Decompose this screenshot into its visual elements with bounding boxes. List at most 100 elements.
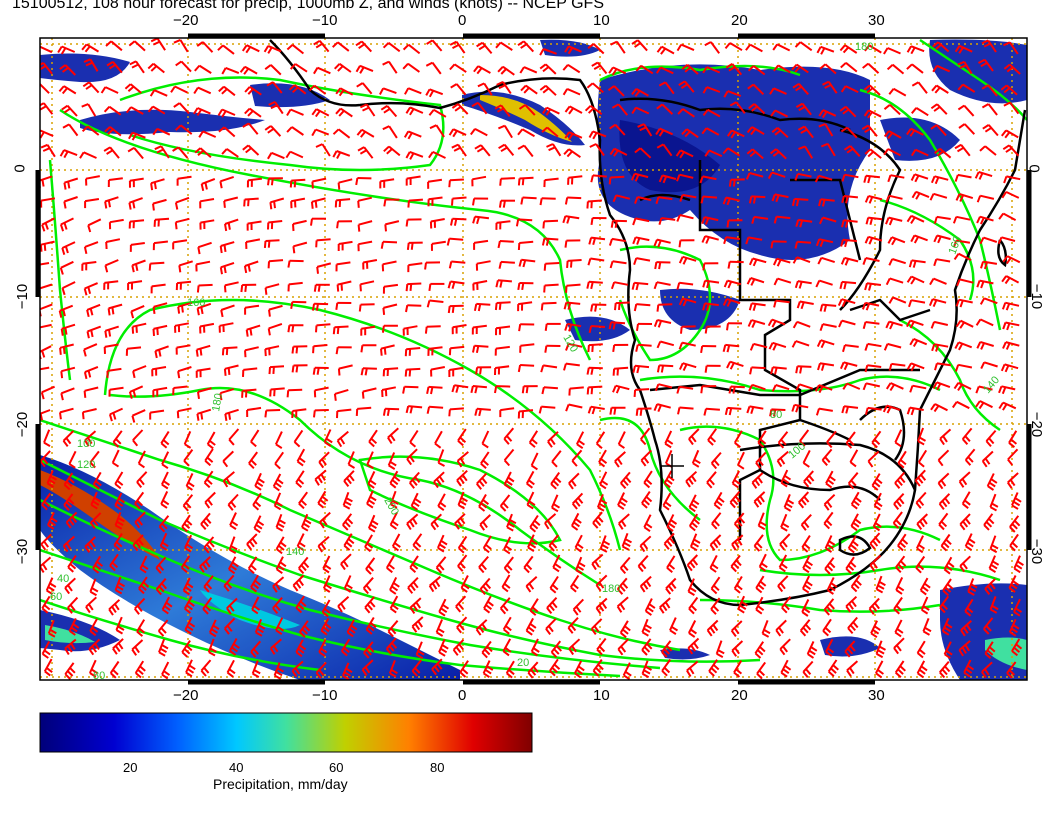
wind-barb-flag <box>990 478 998 484</box>
wind-barb-flag <box>494 385 498 394</box>
wind-barb-shaft <box>450 345 465 350</box>
wind-barb-flag <box>409 566 417 573</box>
wind-barb-shaft <box>387 452 396 466</box>
wind-barb-shaft <box>202 597 213 610</box>
wind-barb-shaft <box>871 430 882 444</box>
wind-barb-flag <box>961 646 967 654</box>
wind-barb-flag <box>1003 101 1011 107</box>
wind-barb-flag <box>455 385 460 393</box>
wind-barb-flag <box>873 525 881 532</box>
wind-barb-flag <box>598 502 606 509</box>
wind-barb-shaft <box>706 86 721 93</box>
wind-barb-flag <box>276 478 284 485</box>
wind-barb-shaft <box>499 240 514 243</box>
wind-barb-flag <box>847 482 855 490</box>
wind-barb-shaft <box>1004 363 1019 370</box>
wind-barb-shaft <box>521 258 536 263</box>
wind-barb-flag <box>116 501 124 507</box>
wind-barb-flag <box>116 520 124 526</box>
wind-barb-flag <box>277 522 285 528</box>
wind-barb-shaft <box>185 472 194 487</box>
wind-barb-flag <box>733 562 740 570</box>
wind-barb-shaft <box>387 42 401 53</box>
wind-barb-shaft <box>726 298 741 305</box>
wind-barb-shaft <box>757 430 767 444</box>
wind-barb-flag <box>722 197 728 205</box>
wind-barb-shaft <box>480 144 491 157</box>
wind-barb-flag <box>128 132 134 140</box>
wind-barb-flag <box>313 410 316 418</box>
wind-barb-flag <box>840 126 848 133</box>
lon-tick-bottom: −10 <box>312 687 338 704</box>
wind-barb-flag <box>40 143 48 149</box>
wind-barb-flag <box>771 194 776 202</box>
wind-barb-shaft <box>957 173 972 179</box>
wind-barb-shaft <box>937 449 950 461</box>
wind-barb-flag <box>461 668 469 675</box>
wind-barb-flag <box>89 461 96 469</box>
wind-barb-flag <box>589 143 597 148</box>
wind-barb-flag <box>392 582 400 588</box>
wind-barb-flag <box>1005 303 1011 311</box>
wind-barb-shaft <box>657 319 672 324</box>
wind-barb-flag <box>1012 624 1020 630</box>
wind-barb-flag <box>988 646 996 653</box>
wind-barb-flag <box>956 146 965 153</box>
wind-barb-flag <box>832 664 839 671</box>
wind-barb-shaft <box>108 303 123 310</box>
wind-barb-flag <box>771 127 779 133</box>
wind-barb-shaft <box>63 535 75 547</box>
map-frame <box>35 33 1032 685</box>
wind-barb-shaft <box>67 555 77 568</box>
wind-barb-flag <box>545 628 552 636</box>
wind-barb-shaft <box>777 431 789 444</box>
wind-barb-shaft <box>710 576 721 590</box>
wind-barb-flag <box>1009 631 1017 637</box>
wind-barb-shaft <box>822 323 837 328</box>
wind-barb-flag <box>827 479 835 485</box>
wind-barb-flag <box>498 124 506 130</box>
wind-barb-flag <box>173 102 181 108</box>
wind-barb-flag <box>274 481 282 488</box>
wind-barb-flag <box>87 543 93 551</box>
wind-barb-flag <box>842 108 850 115</box>
wind-barb-shaft <box>661 103 674 115</box>
wind-barb-flag <box>930 321 936 329</box>
wind-barb-flag <box>631 107 637 115</box>
colorbar-tick-label: 40 <box>229 760 244 775</box>
wind-barb-shaft <box>800 514 812 526</box>
wind-barb-flag <box>1006 481 1013 489</box>
wind-barb-shaft <box>979 194 995 200</box>
wind-barb-flag <box>722 298 728 306</box>
wind-barb-flag <box>693 642 699 650</box>
wind-barb-shaft <box>247 220 262 225</box>
wind-barb-flag <box>273 201 276 209</box>
wind-barb-flag <box>864 195 870 203</box>
wind-barb-flag <box>878 580 886 587</box>
wind-barb-shaft <box>731 470 740 484</box>
wind-barb-flag <box>964 644 970 652</box>
wind-barb-flag <box>562 215 567 224</box>
wind-barb-flag <box>184 586 192 592</box>
wind-barb-flag <box>897 585 905 592</box>
wind-barb-flag <box>337 65 344 72</box>
wind-barb-flag <box>63 151 69 159</box>
wind-barb-shaft <box>500 104 511 118</box>
wind-barb-shaft <box>115 616 123 631</box>
wind-barb-flag <box>937 459 944 467</box>
wind-barb-flag <box>871 441 878 449</box>
wind-barb-flag <box>497 66 504 73</box>
wind-barb-shaft <box>733 575 743 590</box>
wind-barb-flag <box>780 481 788 488</box>
wind-barb-shaft <box>773 87 787 95</box>
wind-barb-flag <box>791 198 796 207</box>
wind-barb-flag <box>961 478 968 486</box>
lon-tick-bottom: 0 <box>458 687 467 704</box>
wind-barb-shaft <box>872 513 881 527</box>
wind-barb-flag <box>226 625 233 632</box>
wind-barb-flag <box>504 646 512 653</box>
wind-barb-flag <box>752 259 758 267</box>
wind-barb-flag <box>411 505 418 511</box>
wind-barb-shaft <box>388 660 396 674</box>
wind-barb-flag <box>438 475 445 483</box>
